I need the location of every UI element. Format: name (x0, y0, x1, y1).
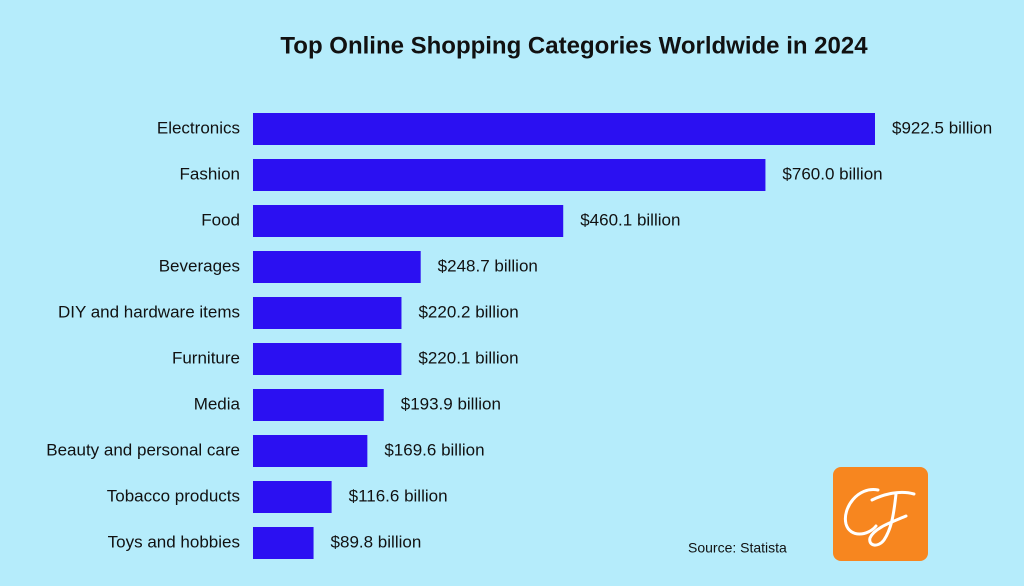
value-label: $169.6 billion (384, 440, 484, 459)
bar (253, 389, 384, 421)
bar (253, 527, 314, 559)
value-label: $248.7 billion (438, 256, 538, 275)
value-label: $89.8 billion (331, 532, 422, 551)
y-tick-label: Toys and hobbies (108, 532, 240, 551)
value-label: $193.9 billion (401, 394, 501, 413)
y-tick-label: Food (201, 210, 240, 229)
y-tick-label: Tobacco products (107, 486, 240, 505)
logo-c (843, 488, 880, 536)
bar (253, 435, 368, 467)
y-tick-label: Beauty and personal care (46, 440, 240, 459)
logo (833, 467, 928, 561)
bar (253, 251, 421, 283)
value-label: $116.6 billion (349, 486, 448, 505)
y-tick-label: Electronics (157, 118, 240, 137)
source-note: Source: Statista (688, 540, 787, 556)
value-label: $460.1 billion (580, 210, 680, 229)
bar (253, 343, 402, 375)
bar (253, 113, 875, 145)
value-label: $760.0 billion (782, 164, 882, 183)
chart-title: Top Online Shopping Categories Worldwide… (280, 32, 868, 59)
bar (253, 297, 402, 329)
value-label: $922.5 billion (892, 118, 992, 137)
logo-badge (833, 467, 928, 561)
y-tick-label: Beverages (159, 256, 240, 275)
bar (253, 481, 332, 513)
y-tick-label: DIY and hardware items (58, 302, 240, 321)
y-tick-label: Media (194, 394, 241, 413)
y-tick-label: Furniture (172, 348, 240, 367)
value-label: $220.2 billion (418, 302, 518, 321)
y-tick-label: Fashion (180, 164, 240, 183)
bar (253, 159, 766, 191)
value-label: $220.1 billion (418, 348, 518, 367)
logo-j (868, 490, 916, 547)
bar (253, 205, 564, 237)
